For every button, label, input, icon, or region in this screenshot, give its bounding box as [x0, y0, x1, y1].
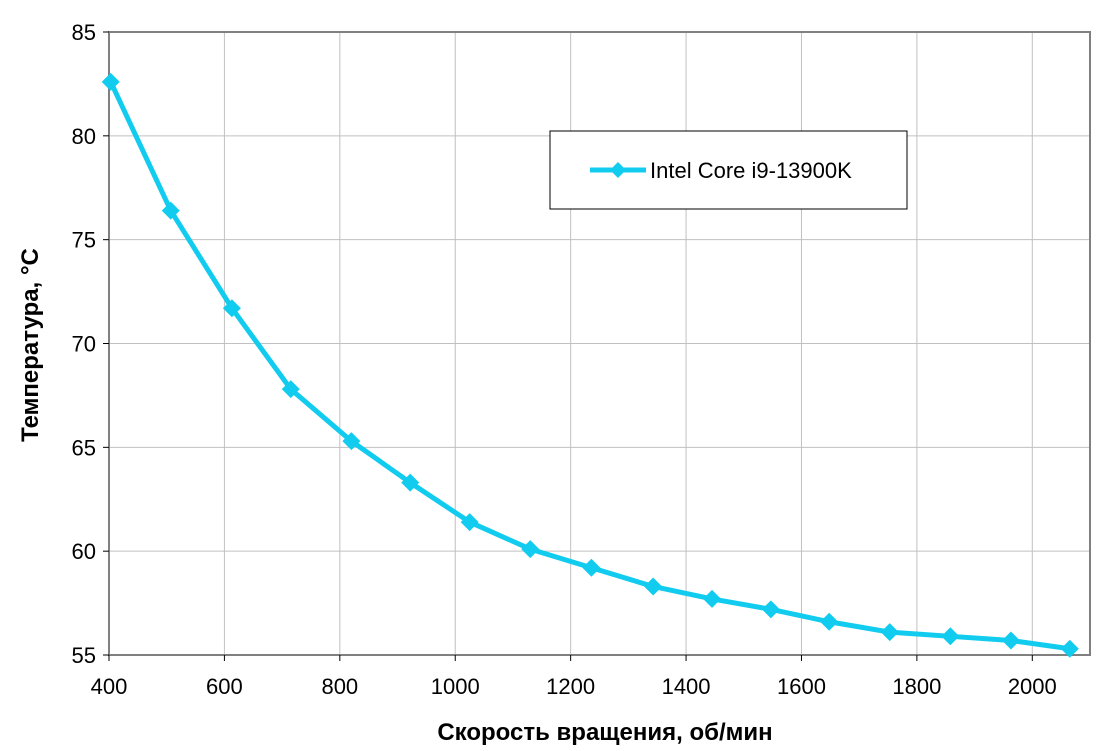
data-point-marker	[460, 513, 479, 532]
x-tick-label: 800	[321, 674, 358, 699]
x-tick-label: 2000	[1008, 674, 1057, 699]
data-point-marker	[644, 577, 663, 596]
legend: Intel Core i9-13900K	[549, 130, 908, 210]
x-tick-label: 600	[206, 674, 243, 699]
x-tick-label: 1600	[777, 674, 826, 699]
data-point-marker	[101, 72, 120, 91]
data-point-marker	[401, 473, 420, 492]
data-point-marker	[521, 540, 540, 559]
data-point-marker	[880, 623, 899, 642]
data-point-marker	[1001, 631, 1020, 650]
legend-diamond-marker	[610, 162, 626, 178]
y-axis-title: Температура, °C	[17, 248, 44, 442]
data-point-marker	[342, 432, 361, 451]
x-tick-label: 400	[91, 674, 128, 699]
x-tick-label: 1000	[431, 674, 480, 699]
series	[101, 72, 1079, 658]
y-tick-label: 60	[72, 539, 96, 564]
x-axis-title: Скорость вращения, об/мин	[437, 719, 772, 746]
data-point-marker	[703, 589, 722, 608]
y-tick-label: 65	[72, 435, 96, 460]
data-point-marker	[281, 380, 300, 399]
legend-label: Intel Core i9-13900K	[650, 158, 852, 183]
axis-ticks: 55 60 65 70 75 80 85 400 600 800 1000 1200 1400 1600 1…	[72, 20, 1057, 699]
y-tick-label: 55	[72, 643, 96, 668]
data-point-marker	[161, 201, 180, 220]
y-tick-label: 80	[72, 124, 96, 149]
y-tick-label: 70	[72, 332, 96, 357]
data-point-marker	[1060, 639, 1079, 658]
data-point-marker	[820, 612, 839, 631]
x-tick-label: 1200	[546, 674, 595, 699]
y-tick-label: 75	[72, 228, 96, 253]
x-tick-label: 1800	[892, 674, 941, 699]
x-tick-label: 1400	[662, 674, 711, 699]
data-point-marker	[941, 627, 960, 646]
data-point-marker	[222, 299, 241, 318]
data-point-marker	[582, 558, 601, 577]
data-point-marker	[761, 600, 780, 619]
y-tick-label: 85	[72, 20, 96, 45]
